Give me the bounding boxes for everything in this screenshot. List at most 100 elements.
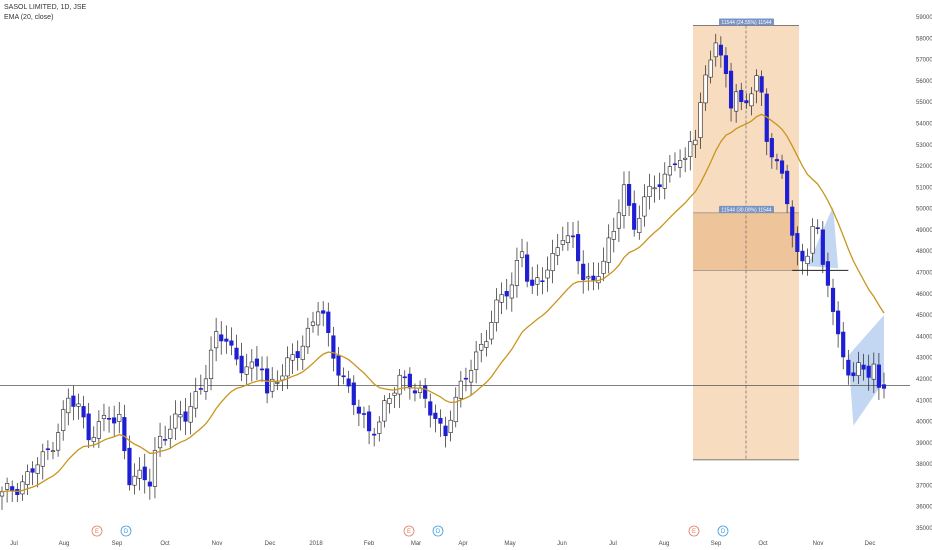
price-tick-label: 40000 (916, 420, 932, 426)
candle-body (25, 471, 30, 485)
candle (698, 92, 703, 149)
time-axis[interactable]: Jul Aug Sep Oct Nov Dec 2018 Feb Mar Apr May Jun Jul… (10, 541, 875, 547)
candle-body (667, 166, 672, 176)
candle-body (152, 450, 158, 487)
candle-body (810, 226, 815, 254)
candle-body (545, 269, 550, 279)
candle-body (224, 338, 229, 342)
candle-body (300, 345, 305, 360)
candle (657, 172, 662, 200)
candle (285, 346, 290, 390)
earnings-marker[interactable]: E (688, 525, 700, 537)
candle-body (249, 361, 254, 369)
time-tick-label: Nov (212, 541, 223, 547)
candle (300, 335, 305, 371)
candle (387, 392, 392, 414)
candle-body (285, 357, 290, 377)
candle-body (499, 294, 504, 303)
candle-body (336, 355, 341, 376)
candle-body (183, 411, 188, 422)
candle-body (560, 240, 565, 245)
candle-body (76, 403, 81, 407)
candle (856, 351, 861, 385)
earnings-marker[interactable]: E (403, 525, 415, 537)
candle-body (514, 260, 520, 286)
candle (275, 370, 280, 391)
candle-body (509, 284, 514, 299)
candle (316, 302, 321, 336)
candle (132, 463, 137, 495)
candle-body (234, 347, 239, 360)
chart-legend: SASOL LIMITED, 1D, JSE EMA (20, close) (4, 3, 86, 23)
candle (326, 302, 331, 347)
candle (550, 239, 555, 284)
time-tick-label: May (504, 541, 515, 547)
candle (208, 336, 214, 391)
earnings-marker[interactable]: E (91, 525, 103, 537)
channel-pattern-2[interactable] (848, 315, 884, 426)
candle (560, 226, 565, 251)
candle-body (489, 322, 494, 340)
candle-body (326, 311, 331, 333)
candle-body (759, 76, 764, 93)
candle (290, 343, 295, 375)
candle-body (749, 93, 754, 107)
candle-body (101, 415, 107, 420)
dividend-marker[interactable]: D (120, 525, 132, 537)
candle-body (642, 196, 647, 217)
candle (183, 397, 188, 435)
candle (117, 402, 122, 434)
candle-body (637, 218, 642, 233)
candle (825, 252, 831, 298)
candle (672, 152, 678, 172)
candle (178, 400, 183, 431)
dividend-marker[interactable]: D (717, 525, 729, 537)
candle-body (372, 433, 377, 436)
candle (106, 406, 112, 433)
candle (198, 374, 203, 395)
candle-body (198, 388, 203, 390)
candle (530, 266, 535, 294)
candle-body (433, 412, 438, 419)
candle (254, 346, 259, 380)
candle (203, 365, 209, 400)
candle (800, 243, 805, 275)
candle (677, 149, 683, 178)
candle (15, 482, 20, 503)
candle-body (815, 227, 820, 229)
candle-body (785, 170, 790, 205)
candle (270, 367, 275, 398)
candle (336, 346, 341, 387)
dividend-marker[interactable]: D (432, 525, 444, 537)
candle-body (723, 55, 729, 74)
candle-body (387, 398, 392, 404)
symbol-title: SASOL LIMITED, 1D, JSE (4, 4, 87, 11)
time-tick-label: Sep (112, 541, 123, 547)
candle-body (627, 184, 632, 206)
candle (830, 278, 836, 326)
candle (652, 175, 657, 203)
candle-body (662, 173, 667, 189)
time-tick-label: Oct (758, 541, 768, 547)
candle (76, 393, 81, 420)
price-axis[interactable]: 35000 36000 37000 38000 39000 40000 41000 42000… (916, 15, 932, 532)
candle-body (407, 373, 412, 389)
candle-body (178, 414, 183, 418)
range-middle-label-bg (719, 205, 774, 213)
candle-body (106, 417, 112, 420)
candle (173, 400, 178, 440)
candle-body (423, 385, 428, 399)
candle (606, 224, 611, 274)
candle-body (570, 235, 576, 238)
candle (30, 461, 35, 486)
candle (433, 404, 438, 433)
indicator-label: EMA (20, close) (4, 14, 54, 21)
candle-body (795, 233, 800, 253)
candle (836, 301, 841, 348)
price-tick-label: 59000 (916, 15, 932, 21)
candle-body (769, 138, 774, 158)
candle (535, 264, 540, 296)
candle-body (40, 451, 45, 467)
